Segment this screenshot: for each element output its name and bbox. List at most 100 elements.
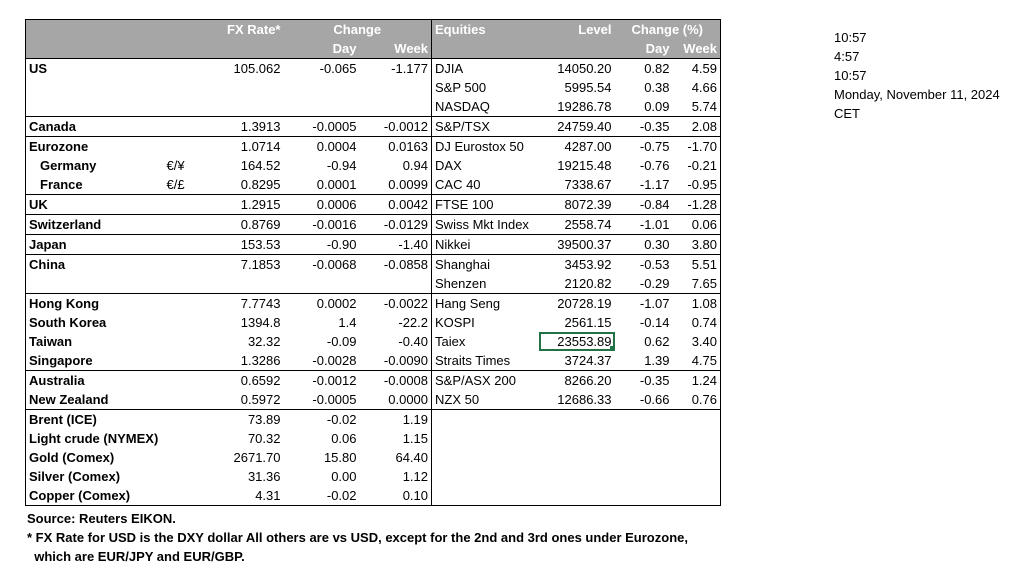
currency-pair-cell[interactable] — [163, 293, 200, 313]
fx-change-day-cell[interactable]: -0.02 — [326, 488, 357, 503]
fx-change-week-cell[interactable]: 0.94 — [402, 158, 429, 173]
fx-rate-cell[interactable]: 2671.70 — [233, 450, 281, 465]
country-cell[interactable] — [26, 78, 164, 97]
fx-rate-cell[interactable]: 1.3286 — [240, 353, 281, 368]
equity-name-cell[interactable]: DJ Eurostox 50 — [431, 136, 539, 156]
equity-level-cell[interactable] — [539, 467, 615, 486]
equity-change-day-cell[interactable] — [615, 448, 673, 467]
equity-change-day-cell[interactable]: 1.39 — [644, 353, 670, 368]
equity-name-cell[interactable] — [431, 486, 539, 506]
equity-level-cell[interactable]: 8266.20 — [538, 370, 615, 390]
country-cell[interactable]: Germany — [40, 158, 97, 173]
equity-name-cell[interactable]: CAC 40 — [431, 175, 539, 195]
fx-change-week-cell[interactable]: 0.0163 — [359, 136, 432, 156]
equity-level-cell[interactable]: 19215.48 — [557, 158, 612, 173]
equity-level-cell[interactable] — [539, 448, 615, 467]
fx-rate-cell[interactable]: 1394.8 — [240, 315, 281, 330]
fx-change-week-cell[interactable]: 1.15 — [402, 431, 429, 446]
equity-change-week-cell[interactable]: 3.40 — [691, 334, 718, 349]
equity-change-day-cell[interactable]: -0.84 — [614, 194, 673, 215]
fx-change-day-cell[interactable]: 0.0002 — [283, 293, 360, 313]
equity-change-day-cell[interactable]: 0.09 — [644, 99, 670, 114]
equity-name-cell[interactable]: S&P/TSX — [431, 116, 539, 137]
fx-rate-cell[interactable]: 32.32 — [247, 334, 281, 349]
fx-rate-cell[interactable]: 70.32 — [247, 431, 281, 446]
currency-pair-cell[interactable] — [163, 58, 200, 78]
country-cell[interactable]: Brent (ICE) — [25, 409, 164, 429]
country-cell[interactable]: Japan — [25, 234, 164, 255]
currency-pair-cell[interactable]: €/¥ — [166, 158, 185, 173]
equity-level-cell[interactable]: 39500.37 — [538, 234, 615, 255]
equity-name-cell[interactable] — [431, 409, 539, 429]
equity-level-cell[interactable]: 8072.39 — [538, 194, 615, 215]
equity-level-cell[interactable]: 3453.92 — [538, 254, 615, 274]
equity-level-cell[interactable]: 24759.40 — [538, 116, 615, 137]
equity-level-cell[interactable] — [539, 486, 615, 506]
equity-change-day-cell[interactable]: 0.38 — [644, 80, 670, 95]
fx-rate-cell[interactable]: 1.3913 — [199, 116, 284, 137]
country-cell[interactable]: Light crude (NYMEX) — [29, 431, 159, 446]
fx-change-week-cell[interactable]: -0.0012 — [359, 116, 432, 137]
equity-change-day-cell[interactable]: 0.62 — [644, 334, 670, 349]
fx-rate-cell[interactable]: 1.2915 — [199, 194, 284, 215]
fx-change-day-cell[interactable]: -0.065 — [283, 58, 360, 78]
fx-change-week-cell[interactable]: -1.177 — [359, 58, 432, 78]
fx-change-day-cell[interactable] — [284, 78, 360, 97]
equity-name-cell[interactable]: NZX 50 — [431, 390, 539, 410]
equity-level-cell[interactable]: 2120.82 — [564, 276, 612, 291]
fx-change-week-cell[interactable]: -0.0022 — [359, 293, 432, 313]
country-cell[interactable]: Eurozone — [25, 136, 164, 156]
equity-name-cell[interactable]: NASDAQ — [431, 97, 539, 117]
equity-change-day-cell[interactable] — [615, 429, 673, 448]
fx-change-day-cell[interactable]: 0.0001 — [316, 177, 357, 192]
fx-rate-cell[interactable] — [200, 78, 284, 97]
fx-change-day-cell[interactable]: 0.00 — [331, 469, 357, 484]
equity-change-week-cell[interactable]: -1.70 — [672, 136, 721, 156]
equity-change-week-cell[interactable]: 4.75 — [691, 353, 718, 368]
equity-level-cell[interactable]: 2561.15 — [564, 315, 612, 330]
currency-pair-cell[interactable] — [164, 390, 200, 410]
equity-change-day-cell[interactable]: -0.76 — [639, 158, 670, 173]
equity-change-week-cell[interactable]: 2.08 — [672, 116, 721, 137]
equity-change-week-cell[interactable]: 5.51 — [672, 254, 721, 274]
equity-change-day-cell[interactable]: -1.01 — [614, 214, 673, 235]
country-cell[interactable]: UK — [25, 194, 164, 215]
equity-level-cell[interactable]: 2558.74 — [538, 214, 615, 235]
equity-name-cell[interactable]: Straits Times — [431, 351, 539, 371]
currency-pair-cell[interactable] — [164, 332, 200, 351]
equity-change-week-cell[interactable] — [673, 486, 721, 506]
fx-change-week-cell[interactable]: 0.10 — [402, 488, 429, 503]
fx-rate-cell[interactable]: 1.0714 — [199, 136, 284, 156]
equity-name-cell[interactable]: DJIA — [431, 58, 539, 78]
country-cell[interactable]: South Korea — [29, 315, 107, 330]
fx-rate-cell[interactable] — [200, 97, 284, 117]
country-cell[interactable]: Australia — [25, 370, 164, 390]
equity-change-day-cell[interactable]: -0.35 — [614, 370, 673, 390]
currency-pair-cell[interactable] — [163, 214, 200, 235]
currency-pair-cell[interactable] — [164, 429, 200, 448]
fx-change-day-cell[interactable]: -0.02 — [283, 409, 360, 429]
equity-level-cell[interactable]: 4287.00 — [538, 136, 615, 156]
equity-level-cell[interactable]: 7338.67 — [564, 177, 612, 192]
fx-change-day-cell[interactable]: -0.09 — [326, 334, 357, 349]
country-cell[interactable]: France — [40, 177, 83, 192]
fx-change-week-cell[interactable]: 0.0099 — [388, 177, 429, 192]
fx-change-day-cell[interactable]: 15.80 — [323, 450, 357, 465]
equity-name-cell[interactable]: Hang Seng — [431, 293, 539, 313]
fx-change-week-cell[interactable]: -0.0008 — [359, 370, 432, 390]
country-cell[interactable]: Canada — [25, 116, 164, 137]
fx-change-week-cell[interactable] — [360, 78, 432, 97]
equity-level-cell[interactable]: 14050.20 — [538, 58, 615, 78]
fx-change-week-cell[interactable] — [360, 274, 432, 294]
equity-name-cell[interactable]: FTSE 100 — [431, 194, 539, 215]
equity-change-day-cell[interactable]: -0.35 — [614, 116, 673, 137]
equity-change-day-cell[interactable] — [615, 486, 673, 506]
equity-change-week-cell[interactable] — [672, 409, 721, 429]
equity-change-week-cell[interactable]: 4.66 — [691, 80, 718, 95]
fx-rate-cell[interactable]: 153.53 — [199, 234, 284, 255]
fx-change-week-cell[interactable]: 64.40 — [395, 450, 429, 465]
equity-change-day-cell[interactable]: -0.29 — [639, 276, 670, 291]
equity-change-week-cell[interactable]: 0.74 — [691, 315, 718, 330]
country-cell[interactable]: China — [25, 254, 164, 274]
fx-change-day-cell[interactable]: -0.0016 — [283, 214, 360, 235]
